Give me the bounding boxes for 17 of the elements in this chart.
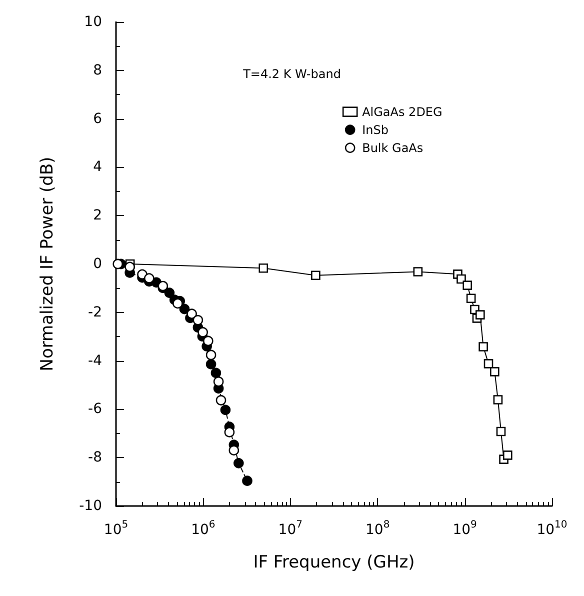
y-tick-label: -4 <box>88 352 102 369</box>
x-axis-title: IF Frequency (GHz) <box>253 552 415 572</box>
y-tick-label: 2 <box>93 208 102 224</box>
y-tick-label: 10 <box>84 14 102 30</box>
y-tick-label: 8 <box>93 62 102 78</box>
legend-label: AlGaAs 2DEG <box>362 104 442 119</box>
legend-label: Bulk GaAs <box>362 140 424 155</box>
annotation: T=4.2 K W-band <box>242 67 341 81</box>
y-tick-label: 0 <box>93 256 102 272</box>
y-tick-label: -8 <box>88 450 102 466</box>
y-tick-label: -10 <box>79 498 102 514</box>
y-tick-label: 4 <box>93 159 102 176</box>
legend-label: InSb <box>362 122 388 137</box>
y-tick-label: 6 <box>93 110 102 127</box>
y-axis-title: Normalized IF Power (dB) <box>38 156 58 372</box>
y-tick-label: -2 <box>88 304 102 320</box>
y-tick-label: -6 <box>88 401 102 418</box>
